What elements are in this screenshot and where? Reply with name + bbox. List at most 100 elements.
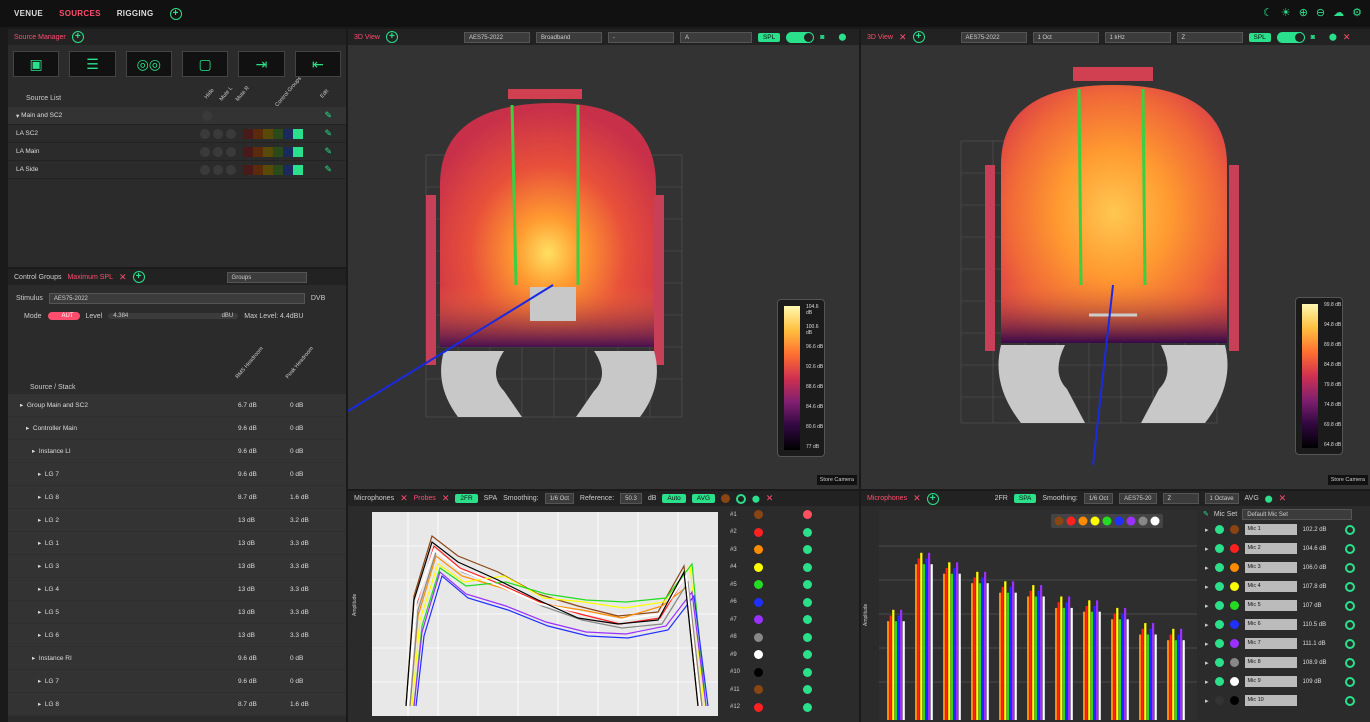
- control-group-swatches[interactable]: [243, 164, 303, 175]
- stack-row[interactable]: ▸ LG 6 13 dB 3.3 dB: [8, 624, 346, 647]
- mic-color-dot[interactable]: [1229, 582, 1239, 591]
- mic-enable-dot[interactable]: [1214, 601, 1224, 610]
- close-icon[interactable]: ✕: [898, 31, 907, 42]
- edit-icon[interactable]: ✎: [324, 110, 332, 120]
- probe-row[interactable]: #2: [730, 524, 850, 542]
- stack-row[interactable]: ▸ LG 8 8.7 dB 1.6 dB: [8, 486, 346, 509]
- legend-dot[interactable]: [1090, 516, 1100, 526]
- probe-status-dot[interactable]: [803, 685, 812, 695]
- expand-icon[interactable]: ▸: [1205, 640, 1209, 648]
- stack-row[interactable]: ▸ Controller Main 9.6 dB 0 dB: [8, 417, 346, 440]
- close-icon[interactable]: ✕: [1342, 31, 1351, 42]
- sun-icon[interactable]: ☀: [1280, 7, 1291, 19]
- expand-icon[interactable]: ▸: [38, 540, 45, 547]
- plug-icon[interactable]: ⬤: [838, 34, 847, 41]
- expand-icon[interactable]: ▸: [1205, 678, 1209, 686]
- stack-row[interactable]: ▸ LG 8 8.7 dB 1.6 dB: [8, 693, 346, 716]
- mic-color-dot[interactable]: [1229, 620, 1239, 629]
- legend-dot[interactable]: [1054, 516, 1064, 526]
- stack-row[interactable]: ▸ LG 7 9.6 dB 0 dB: [8, 463, 346, 486]
- probe-color-dot[interactable]: [754, 527, 763, 537]
- mute-r-toggle[interactable]: [226, 128, 236, 139]
- probe-row[interactable]: #6: [730, 594, 850, 612]
- mic-row[interactable]: ▸ Mic 8 108.9 dB: [1199, 653, 1369, 672]
- folder-icon[interactable]: ▢: [181, 51, 229, 77]
- mic-enable-dot[interactable]: [1214, 620, 1224, 629]
- plug-icon[interactable]: ⬤: [1329, 34, 1337, 41]
- mic-row[interactable]: ▸ Mic 9 109 dB: [1199, 672, 1369, 691]
- legend-dot[interactable]: [1150, 516, 1160, 526]
- target-icon[interactable]: [1344, 581, 1355, 592]
- avg-button[interactable]: AVG: [1244, 495, 1259, 502]
- mic-name[interactable]: Mic 3: [1244, 562, 1297, 573]
- mic-row[interactable]: ▸ Mic 10: [1199, 691, 1369, 710]
- probe-status-dot[interactable]: [803, 527, 812, 537]
- expand-icon[interactable]: ▸: [38, 563, 45, 570]
- edit-icon[interactable]: ✎: [324, 164, 332, 174]
- mode-toggle[interactable]: AUT: [47, 312, 80, 320]
- stack-row[interactable]: ▸ LG 2 13 dB 3.2 dB: [8, 509, 346, 532]
- probe-status-dot[interactable]: [803, 562, 812, 572]
- probe-row[interactable]: #9: [730, 646, 850, 664]
- stack-row[interactable]: ▸ LG 5 13 dB 3.3 dB: [8, 601, 346, 624]
- speaker-icon[interactable]: ▣: [13, 51, 60, 77]
- probe-row[interactable]: #7: [730, 611, 850, 629]
- mic-name[interactable]: Mic 5: [1244, 600, 1297, 611]
- 2fr-button[interactable]: 2FR: [994, 495, 1008, 502]
- mic-color-dot[interactable]: [1229, 639, 1239, 648]
- export-icon[interactable]: ⇤: [294, 51, 341, 77]
- frequency-response-chart[interactable]: Amplitude: [348, 506, 728, 722]
- mute-r-toggle[interactable]: [226, 146, 236, 157]
- spl-toggle[interactable]: [786, 31, 815, 43]
- expand-icon[interactable]: ▸: [38, 609, 45, 616]
- edit-icon[interactable]: ✎: [1203, 511, 1209, 518]
- probe-color-dot[interactable]: [754, 632, 763, 642]
- octave-band-chart[interactable]: Amplitude: [861, 506, 1201, 722]
- stack-row[interactable]: ▸ Instance LI 9.6 dB 0 dB: [8, 440, 346, 463]
- expand-icon[interactable]: ▸: [1205, 602, 1209, 610]
- add-view-button[interactable]: +: [385, 31, 398, 43]
- spl-button[interactable]: SPL: [757, 32, 781, 42]
- probe-row[interactable]: #5: [730, 576, 850, 594]
- plug-icon[interactable]: ⬤: [1264, 495, 1273, 503]
- mic-color-dot[interactable]: [1229, 658, 1239, 667]
- reference-input[interactable]: 50.3: [620, 493, 642, 504]
- mic-color-dot[interactable]: [1229, 601, 1239, 610]
- close-icon[interactable]: ✕: [441, 493, 450, 503]
- probe-color-dot[interactable]: [754, 545, 763, 555]
- mic-name[interactable]: Mic 2: [1244, 543, 1297, 554]
- tab-microphones[interactable]: Microphones: [867, 495, 908, 502]
- smoothing-dropdown[interactable]: 1/6 Oct: [544, 493, 574, 504]
- 3d-render-right[interactable]: [861, 45, 1370, 489]
- legend-dot[interactable]: [1138, 516, 1148, 526]
- mic-color-dot[interactable]: [1229, 677, 1239, 686]
- expand-icon[interactable]: ▸: [38, 517, 45, 524]
- mic-name[interactable]: Mic 7: [1244, 638, 1297, 649]
- gear-icon[interactable]: ⚙: [1352, 7, 1362, 19]
- control-group-swatches[interactable]: [243, 146, 303, 157]
- probe-row[interactable]: #1: [730, 506, 850, 524]
- stimulus-dropdown[interactable]: AES75-20: [1119, 493, 1157, 504]
- expand-icon[interactable]: ▸: [38, 494, 45, 501]
- probe-row[interactable]: #8: [730, 629, 850, 647]
- mic-set-dropdown[interactable]: Default Mic Set: [1242, 508, 1353, 520]
- tab-rigging[interactable]: RIGGING: [116, 9, 154, 18]
- edit-icon[interactable]: ✎: [324, 146, 332, 156]
- stack-row[interactable]: ▸ LG 1 13 dB 3.3 dB: [8, 532, 346, 555]
- mic-row[interactable]: ▸ Mic 5 107 dB: [1199, 596, 1369, 615]
- probe-color-dot[interactable]: [754, 597, 763, 607]
- array-icon[interactable]: ☰: [69, 51, 116, 77]
- zoom-in-icon[interactable]: ⊕: [1298, 7, 1308, 19]
- camera-icon[interactable]: ◙: [820, 33, 825, 41]
- spl-button[interactable]: SPL: [1248, 32, 1271, 42]
- weighting-dropdown[interactable]: A: [679, 31, 752, 43]
- spa-button[interactable]: SPA: [483, 495, 498, 502]
- zoom-out-icon[interactable]: ⊖: [1315, 7, 1326, 19]
- probe-color-dot[interactable]: [754, 650, 763, 660]
- probe-color-dot[interactable]: [754, 510, 763, 520]
- stack-row[interactable]: ▸ LG 3 13 dB 3.3 dB: [8, 555, 346, 578]
- import-icon[interactable]: ⇥: [238, 51, 285, 77]
- legend-dot[interactable]: [1066, 516, 1076, 526]
- target-icon[interactable]: [1344, 524, 1355, 535]
- add-tab-button[interactable]: +: [169, 7, 182, 20]
